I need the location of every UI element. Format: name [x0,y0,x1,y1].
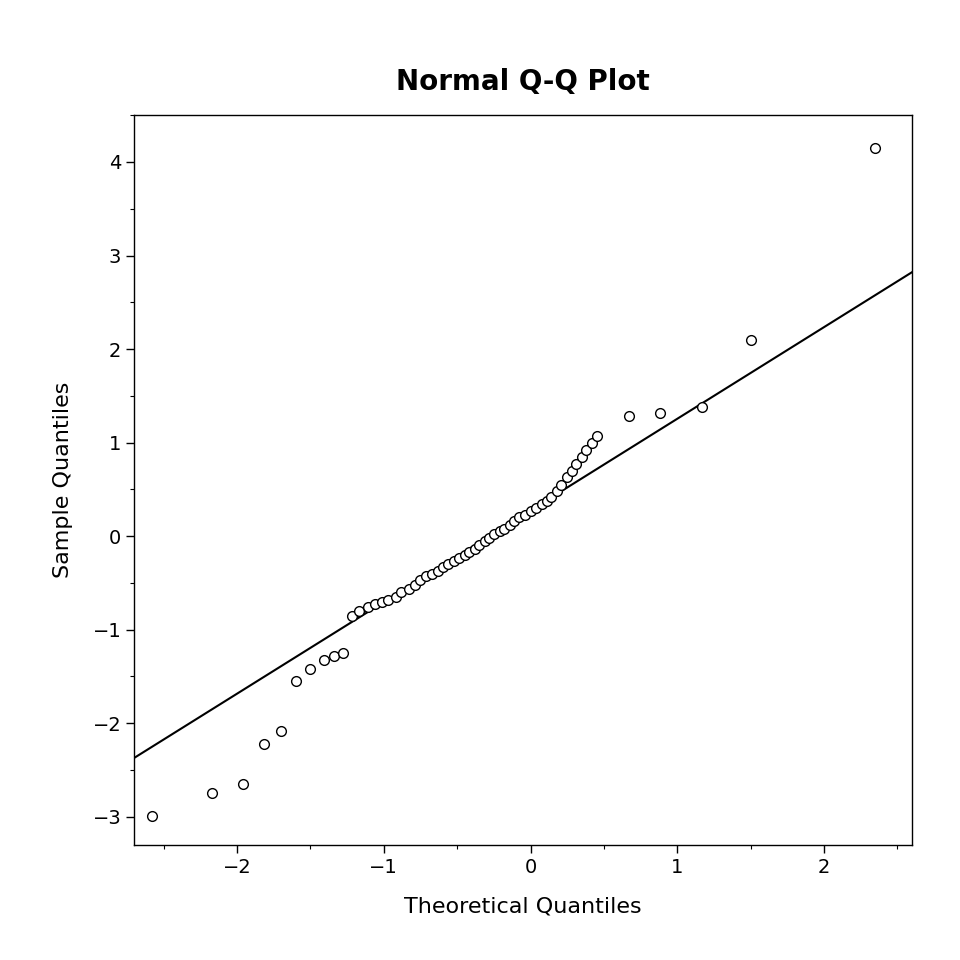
Point [621,409,636,424]
Point [374,594,390,610]
Point [394,585,409,600]
Point [255,736,271,752]
Point [539,492,554,508]
Point [579,443,594,458]
Point [492,524,508,540]
Point [496,521,512,537]
Point [424,565,440,581]
Point [743,332,758,348]
Point [574,449,589,465]
Point [585,435,600,450]
Point [694,399,709,415]
Point [588,428,604,444]
Point [523,503,539,518]
Point [430,564,445,579]
Point [368,597,383,612]
Point [457,547,472,563]
Point [652,405,667,420]
Point [451,550,467,565]
Point [535,496,550,512]
Point [529,500,544,516]
Point [407,577,422,592]
Point [380,592,396,608]
Point [144,808,159,824]
Point [511,510,526,525]
Point [543,490,559,505]
Point [288,673,303,688]
Point [326,648,342,663]
Point [344,608,359,623]
Point [302,661,318,677]
Point [554,477,569,492]
Point [360,600,375,615]
Point [471,538,487,553]
Point [413,572,428,588]
Title: Normal Q-Q Plot: Normal Q-Q Plot [396,68,650,96]
Point [204,785,220,801]
Point [446,554,462,569]
Point [564,463,579,478]
Point [507,514,522,529]
Point [388,589,403,605]
Point [560,469,575,485]
Point [419,568,434,584]
Point [868,140,883,156]
Point [335,645,350,660]
Point [482,530,497,545]
Point [441,557,456,572]
Point [316,652,331,667]
Y-axis label: Sample Quantiles: Sample Quantiles [53,382,73,578]
Point [274,723,289,738]
Point [461,544,476,560]
Point [401,582,417,597]
Point [549,484,564,499]
Point [568,456,584,471]
Point [477,533,492,548]
Point [517,507,533,522]
Point [502,517,517,533]
Point [486,527,501,542]
Point [235,777,251,792]
X-axis label: Theoretical Quantiles: Theoretical Quantiles [404,897,642,917]
Point [435,560,450,575]
Point [351,603,367,618]
Point [468,541,483,557]
